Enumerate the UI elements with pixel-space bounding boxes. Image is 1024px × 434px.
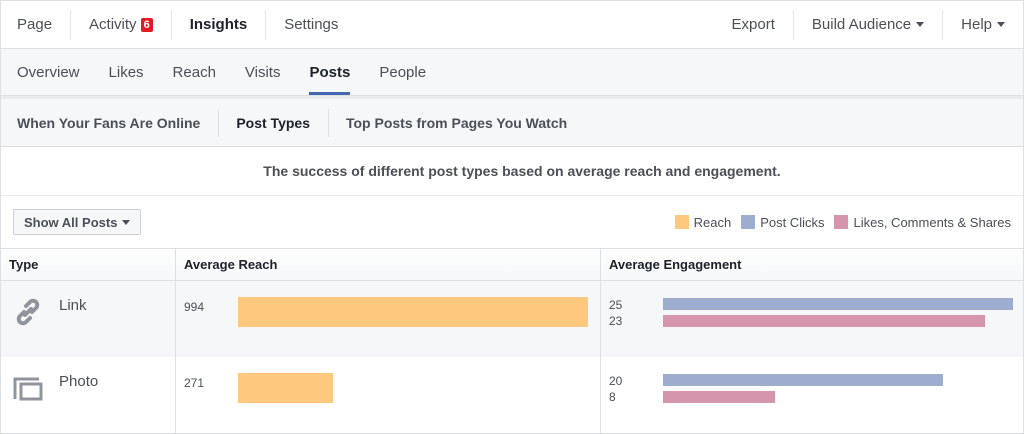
likes-comments-shares-bar: [663, 391, 775, 403]
reach-bar: [238, 373, 334, 403]
header-type: Type: [1, 249, 176, 280]
subnav-likes[interactable]: Likes: [108, 63, 144, 81]
subnav-reach[interactable]: Reach: [172, 63, 216, 81]
subnav-overview[interactable]: Overview: [17, 63, 80, 81]
nav-insights[interactable]: Insights: [172, 9, 267, 40]
build-audience-label: Build Audience: [811, 16, 912, 33]
photo-icon: [13, 377, 43, 401]
header-average-engagement: Average Engagement: [609, 257, 742, 272]
tab-fans-online[interactable]: When Your Fans Are Online: [17, 108, 220, 137]
caret-down-icon: [997, 22, 1005, 27]
subnav-visits[interactable]: Visits: [244, 63, 281, 81]
legend-post-clicks: Post Clicks: [741, 215, 824, 230]
legend-label: Reach: [693, 214, 732, 230]
legend: Reach Post Clicks Likes, Comments & Shar…: [665, 215, 1011, 230]
dropdown-label: Show All Posts: [24, 214, 118, 230]
likes-comments-shares-value: 8: [609, 390, 616, 404]
notification-badge: 6: [140, 17, 153, 32]
likes-comments-shares-value: 23: [609, 314, 623, 328]
legend-reach: Reach: [674, 214, 732, 230]
top-nav: Page Activity 6 Insights Settings Export …: [1, 1, 1023, 49]
help-label: Help: [961, 16, 992, 33]
filter-row: Show All Posts Reach Post Clicks Likes, …: [1, 196, 1023, 249]
nav-page[interactable]: Page: [1, 9, 72, 40]
nav-settings[interactable]: Settings: [284, 16, 339, 33]
reach-value: 994: [184, 300, 205, 314]
show-all-posts-dropdown[interactable]: Show All Posts: [13, 209, 142, 235]
post-clicks-value: 25: [609, 298, 623, 312]
caret-down-icon: [916, 22, 925, 27]
subnav-people[interactable]: People: [379, 63, 427, 81]
legend-swatch: [741, 215, 756, 229]
post-type-label: Photo: [59, 373, 99, 390]
legend-likes-comments-shares: Likes, Comments & Shares: [834, 215, 1011, 230]
header-average-reach: Average Reach: [176, 249, 601, 280]
post-clicks-bar: [663, 298, 1013, 310]
legend-swatch: [834, 215, 849, 229]
post-clicks-value: 20: [609, 374, 623, 388]
post-clicks-bar: [663, 374, 943, 386]
reach-bar: [238, 297, 588, 327]
export-button[interactable]: Export: [714, 9, 794, 40]
post-type-label: Link: [59, 297, 87, 314]
reach-value: 271: [184, 376, 205, 390]
build-audience-button[interactable]: Build Audience: [794, 9, 944, 40]
tab-post-types[interactable]: Post Types: [236, 108, 329, 137]
insights-subnav: Overview Likes Reach Visits Posts People: [1, 49, 1023, 96]
divider: [1, 96, 1023, 99]
table-row: Link 994 25 23: [1, 281, 1023, 357]
link-icon: [16, 298, 40, 326]
caret-down-icon: [122, 219, 131, 225]
legend-label: Post Clicks: [760, 214, 825, 230]
posts-tabs: When Your Fans Are Online Post Types Top…: [1, 99, 1023, 147]
table-row: Photo 271 20 8: [1, 357, 1023, 433]
legend-label: Likes, Comments & Shares: [853, 214, 1011, 230]
description: The success of different post types base…: [1, 147, 1023, 196]
subnav-posts[interactable]: Posts: [309, 49, 351, 95]
table-header: Type Average Reach Average Engagement: [1, 249, 1023, 281]
likes-comments-shares-bar: [663, 315, 985, 327]
legend-swatch: [674, 215, 689, 229]
nav-activity-label: Activity: [89, 16, 137, 33]
help-button[interactable]: Help: [943, 10, 1023, 40]
nav-activity[interactable]: Activity 6: [71, 9, 172, 40]
tab-top-posts[interactable]: Top Posts from Pages You Watch: [345, 114, 568, 131]
